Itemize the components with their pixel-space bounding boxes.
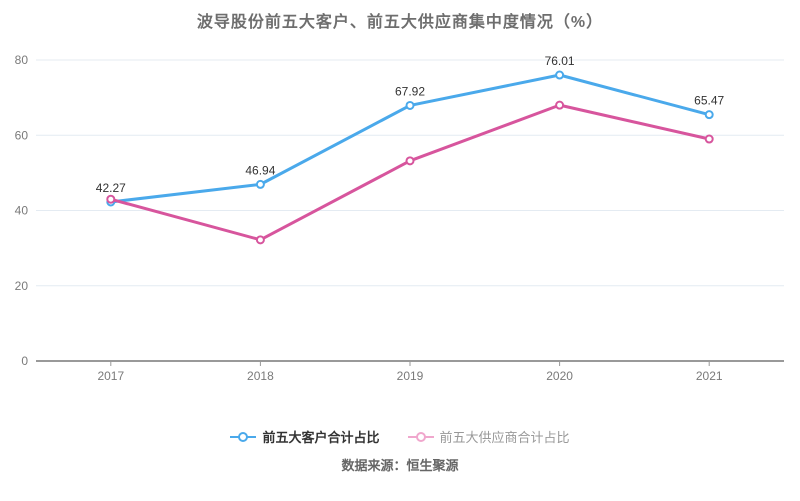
- y-axis-tick-label: 40: [15, 204, 29, 218]
- y-axis-tick-label: 20: [15, 279, 29, 293]
- x-axis-tick-label: 2021: [696, 369, 723, 383]
- series-line-1: [109, 103, 711, 242]
- data-point[interactable]: [405, 100, 415, 110]
- data-point[interactable]: [255, 235, 265, 245]
- data-point[interactable]: [405, 156, 415, 166]
- data-point-label: 65.47: [694, 94, 724, 108]
- legend-item-suppliers[interactable]: 前五大供应商合计占比: [407, 427, 570, 446]
- data-point-label: 67.92: [395, 84, 425, 98]
- data-point[interactable]: [704, 110, 714, 120]
- x-axis-tick-label: 2020: [546, 369, 573, 383]
- legend-line-marker-icon: [230, 431, 257, 442]
- legend-line-marker-icon: [407, 431, 434, 442]
- chart-title: 波导股份前五大客户、前五大供应商集中度情况（%）: [196, 14, 604, 31]
- data-point[interactable]: [555, 100, 565, 110]
- legend-label-customers: 前五大客户合计占比: [262, 430, 380, 445]
- legend-item-customers[interactable]: 前五大客户合计占比: [230, 427, 380, 446]
- data-point-label: 76.01: [545, 54, 575, 68]
- data-source-note: 数据来源：恒生聚源: [341, 458, 459, 473]
- y-axis-tick-label: 80: [15, 53, 29, 67]
- y-axis-tick-label: 60: [15, 128, 29, 142]
- legend-label-suppliers: 前五大供应商合计占比: [439, 430, 570, 445]
- legend: 前五大客户合计占比 前五大供应商合计占比: [0, 427, 800, 446]
- x-axis-tick-label: 2018: [247, 369, 274, 383]
- data-point-label: 46.94: [245, 163, 275, 177]
- data-point[interactable]: [555, 70, 565, 80]
- y-axis-tick-label: 0: [21, 354, 28, 368]
- data-point-label: 42.27: [96, 181, 126, 195]
- x-axis-tick-label: 2017: [97, 369, 124, 383]
- data-point[interactable]: [255, 179, 265, 189]
- data-point[interactable]: [704, 134, 714, 144]
- data-point[interactable]: [106, 194, 116, 204]
- x-axis-tick-label: 2019: [397, 369, 424, 383]
